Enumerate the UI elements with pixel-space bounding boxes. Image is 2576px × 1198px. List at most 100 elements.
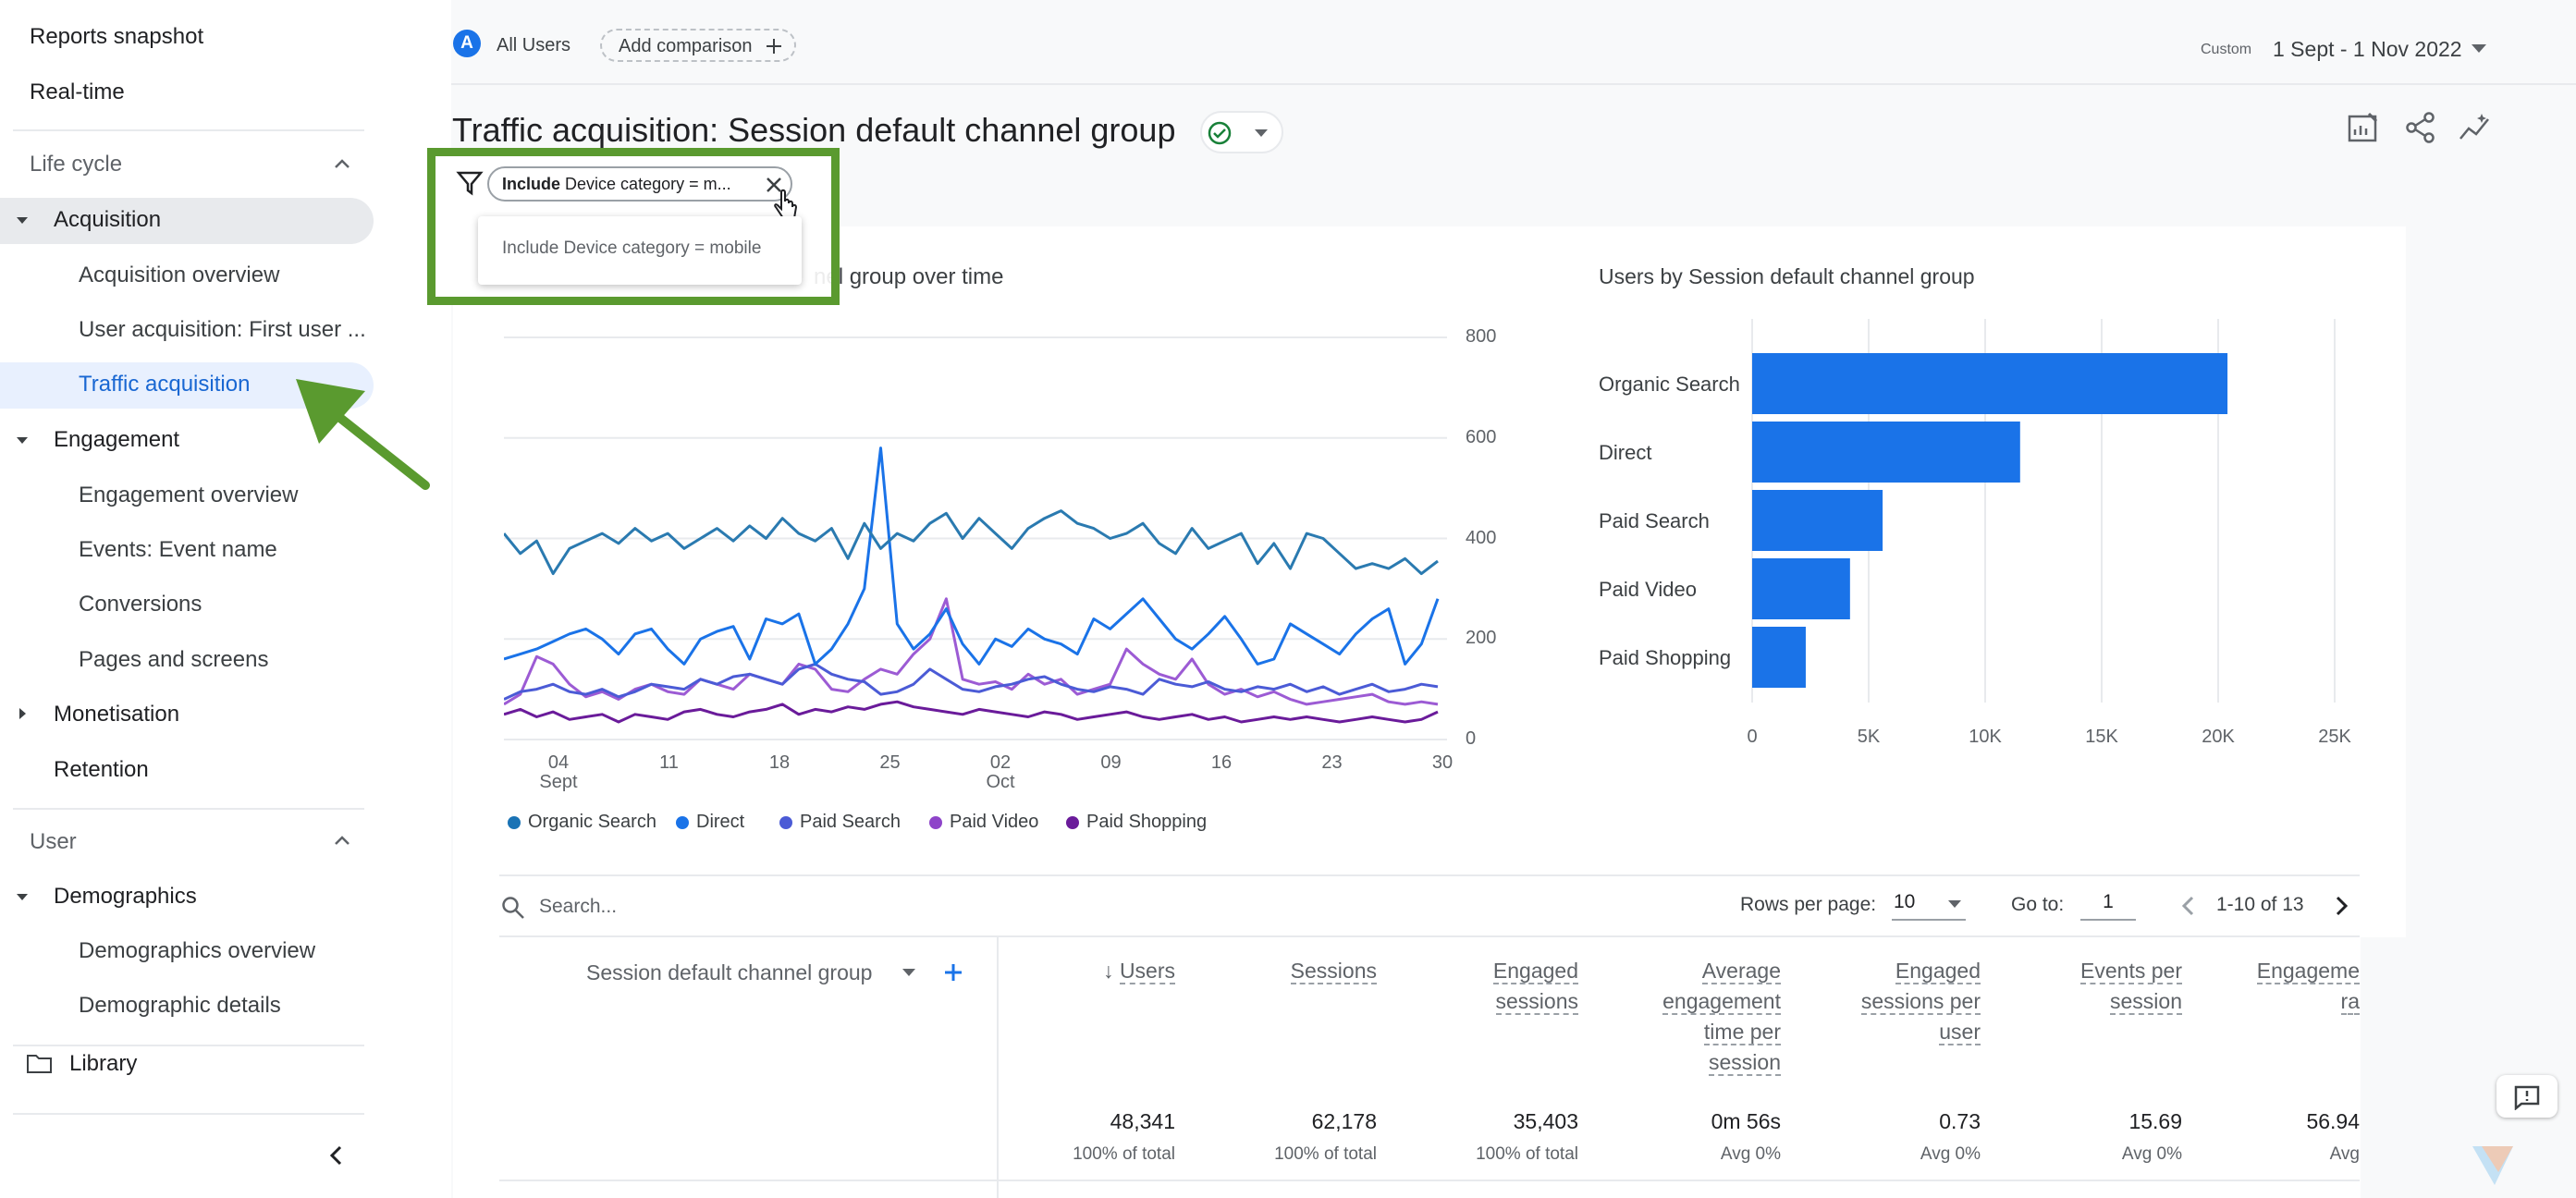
sidebar-divider <box>13 808 364 810</box>
total-percent: Avg 0% <box>2121 1144 2182 1164</box>
segment-label[interactable]: All Users <box>497 35 571 55</box>
rows-per-page-value: 10 <box>1894 891 1916 912</box>
column-header[interactable]: ↓ Users <box>1103 956 1175 986</box>
nav-acquisition-overview[interactable]: Acquisition overview <box>79 263 280 287</box>
nav-user-acquisition[interactable]: User acquisition: First user ... <box>79 317 366 342</box>
title-status-button[interactable] <box>1200 111 1283 153</box>
insights-icon[interactable] <box>2458 111 2493 144</box>
total-percent: Avg 0% <box>1720 1144 1781 1164</box>
line-chart <box>504 336 1447 740</box>
table-column-divider <box>997 937 999 1198</box>
caret-down-icon[interactable] <box>2471 43 2487 55</box>
bar-organic-search[interactable] <box>1752 353 2228 414</box>
nav-pages-screens[interactable]: Pages and screens <box>79 647 269 672</box>
bar-direct[interactable] <box>1752 422 2020 483</box>
nav-demographics[interactable]: Demographics <box>54 884 197 909</box>
nav-demographics-overview[interactable]: Demographics overview <box>79 938 316 963</box>
nav-retention[interactable]: Retention <box>54 757 149 782</box>
caret-down-icon[interactable] <box>15 213 30 227</box>
bar-chart-title: Users by Session default channel group <box>1599 264 1975 288</box>
legend-item[interactable]: Organic Search <box>508 812 656 833</box>
plus-icon <box>767 39 781 54</box>
hand-cursor-icon <box>774 189 798 219</box>
caret-down-icon[interactable] <box>15 889 30 904</box>
column-header[interactable]: Sessions <box>1290 956 1377 986</box>
column-header[interactable]: Engaged sessions per user <box>1860 956 1981 1047</box>
filter-tooltip-text: Include Device category = mobile <box>502 238 762 258</box>
nav-monetisation[interactable]: Monetisation <box>54 702 180 727</box>
goto-input[interactable]: 1 <box>2080 891 2136 921</box>
column-header-text: Sessions <box>1290 959 1377 984</box>
bar-category-label: Paid Shopping <box>1599 646 1731 669</box>
pagination-text: 1-10 of 13 <box>2216 894 2304 915</box>
total-value: 35,403 <box>1513 1109 1578 1133</box>
chevron-up-icon[interactable] <box>331 830 353 852</box>
y-tick-label: 200 <box>1466 628 1497 649</box>
close-icon[interactable] <box>765 176 783 194</box>
dimension-header[interactable]: Session default channel group <box>586 960 873 984</box>
caret-down-icon[interactable] <box>902 967 916 978</box>
add-dimension-icon[interactable] <box>942 961 964 984</box>
chevron-up-icon[interactable] <box>331 153 353 176</box>
nav-acquisition-highlight <box>0 198 374 244</box>
check-circle-icon <box>1208 121 1232 145</box>
legend-label: Organic Search <box>528 812 656 832</box>
annotation-arrow-icon <box>296 379 430 490</box>
legend-item[interactable]: Paid Search <box>779 812 901 833</box>
add-comparison-button[interactable]: Add comparison <box>600 29 796 62</box>
share-icon[interactable] <box>2404 111 2437 144</box>
column-header[interactable]: Events per session <box>2080 956 2182 1017</box>
column-header-text: session <box>2110 989 2182 1015</box>
section-user[interactable]: User <box>30 829 77 854</box>
filter-tooltip: Include Device category = mobile <box>478 216 802 285</box>
table-search-input[interactable]: Search... <box>539 896 618 917</box>
filter-chip[interactable]: Include Device category = m... <box>487 166 792 202</box>
bar-paid-shopping[interactable] <box>1752 627 1806 688</box>
total-value: 48,341 <box>1110 1109 1175 1133</box>
series-line-organic-search <box>504 509 1439 576</box>
bar-paid-video[interactable] <box>1752 558 1850 619</box>
caret-down-icon[interactable] <box>15 433 30 447</box>
column-header-text: Engageme <box>2256 959 2360 984</box>
nav-acquisition[interactable]: Acquisition <box>54 207 162 232</box>
legend-label: Paid Video <box>950 812 1039 832</box>
feedback-button[interactable] <box>2496 1075 2558 1118</box>
nav-engagement[interactable]: Engagement <box>54 427 180 452</box>
chevron-left-icon[interactable] <box>2177 895 2200 917</box>
total-value: 56.94 <box>2306 1109 2360 1133</box>
nav-traffic-acquisition[interactable]: Traffic acquisition <box>79 372 251 397</box>
x-tick-label: 09 <box>1100 752 1122 773</box>
column-header[interactable]: Engageme ra <box>2256 956 2360 1017</box>
x-tick-label: 25 <box>879 752 901 773</box>
total-percent: 100% of total <box>1274 1144 1377 1164</box>
nav-real-time[interactable]: Real-time <box>30 79 125 104</box>
caret-right-icon[interactable] <box>15 706 30 721</box>
customize-report-icon[interactable] <box>2347 111 2380 144</box>
column-header[interactable]: Average engagement time per session <box>1662 956 1781 1078</box>
feedback-icon <box>2514 1085 2540 1110</box>
column-header-text: time per <box>1703 1020 1781 1045</box>
column-header-text: engagement <box>1662 989 1781 1015</box>
table-overflow-mask <box>2361 937 2576 1198</box>
nav-events[interactable]: Events: Event name <box>79 537 277 562</box>
legend-item[interactable]: Paid Shopping <box>1066 812 1207 833</box>
nav-library[interactable]: Library <box>69 1051 138 1076</box>
nav-engagement-overview[interactable]: Engagement overview <box>79 483 299 507</box>
legend-item[interactable]: Direct <box>676 812 744 833</box>
collapse-sidebar-icon[interactable] <box>324 1143 350 1168</box>
nav-reports-snapshot[interactable]: Reports snapshot <box>30 24 204 49</box>
nav-demographic-details[interactable]: Demographic details <box>79 993 281 1018</box>
rows-per-page-select[interactable]: 10 <box>1892 891 1966 921</box>
column-header[interactable]: Engaged sessions <box>1492 956 1578 1017</box>
nav-conversions[interactable]: Conversions <box>79 592 202 617</box>
y-tick-label: 800 <box>1466 326 1497 347</box>
total-value: 0m 56s <box>1711 1109 1781 1133</box>
total-percent: 100% of total <box>1073 1144 1175 1164</box>
column-header-text: sessions per <box>1860 989 1981 1015</box>
goto-label: Go to: <box>2011 894 2065 915</box>
date-range[interactable]: 1 Sept - 1 Nov 2022 <box>2273 37 2462 61</box>
section-life-cycle[interactable]: Life cycle <box>30 152 123 177</box>
chevron-right-icon[interactable] <box>2330 895 2352 917</box>
bar-paid-search[interactable] <box>1752 490 1883 551</box>
legend-item[interactable]: Paid Video <box>929 812 1038 833</box>
